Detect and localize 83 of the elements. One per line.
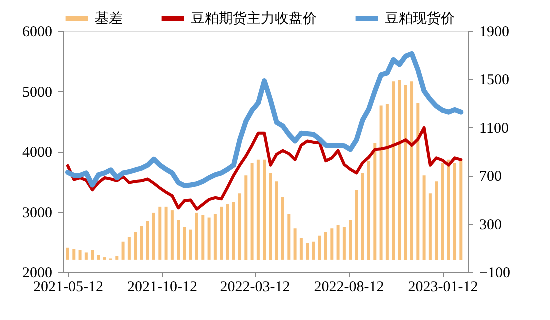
bar — [84, 252, 88, 260]
bar — [435, 182, 438, 260]
y2-tick-label: −100 — [480, 266, 510, 282]
bar — [72, 249, 76, 260]
bar — [368, 161, 371, 260]
bar — [422, 176, 426, 260]
bar — [300, 238, 303, 260]
bar — [238, 194, 242, 260]
bar — [380, 106, 383, 260]
bar — [282, 197, 285, 260]
bar — [97, 255, 100, 260]
y-tick-label: 3000 — [22, 205, 52, 222]
bar — [306, 243, 310, 260]
bar — [152, 212, 156, 260]
bar — [183, 227, 186, 260]
bar — [140, 226, 144, 260]
bar — [116, 256, 119, 260]
bar — [404, 85, 408, 260]
bar — [232, 202, 236, 260]
bar — [441, 164, 444, 260]
bar — [312, 242, 316, 260]
bar — [416, 103, 420, 260]
bar — [428, 194, 432, 260]
y2-tick-label: 300 — [480, 217, 502, 234]
y-tick-label: 5000 — [22, 84, 52, 101]
x-tick-label: 2023-01-12 — [408, 280, 478, 296]
x-tick-label: 2021-05-12 — [34, 280, 104, 296]
bar — [263, 160, 266, 260]
bar — [122, 242, 125, 260]
bar — [244, 176, 248, 260]
bar — [189, 230, 192, 260]
bar — [361, 173, 364, 260]
bar — [177, 220, 180, 260]
y2-tick-label: 1100 — [480, 120, 509, 137]
bar — [288, 214, 291, 260]
bar — [447, 160, 450, 260]
bar — [294, 228, 297, 260]
bar — [454, 164, 457, 260]
x-tick-label: 2022-03-12 — [220, 280, 290, 296]
bar — [392, 82, 396, 260]
bar — [170, 210, 174, 260]
bar — [269, 173, 272, 260]
bar — [158, 206, 162, 260]
bar — [342, 227, 346, 260]
x-tick-label: 2021-10-12 — [127, 280, 198, 296]
y2-tick-label: 700 — [480, 169, 502, 186]
bar — [146, 221, 150, 260]
bar — [202, 215, 205, 260]
bar — [336, 225, 340, 260]
bar — [386, 104, 389, 260]
bar — [226, 204, 230, 260]
bar — [208, 218, 211, 260]
bar — [214, 214, 217, 260]
line-series — [66, 126, 463, 211]
y-tick-label: 4000 — [22, 145, 52, 161]
y2-tick-label: 1900 — [480, 24, 510, 40]
bar — [196, 212, 199, 260]
bar — [398, 80, 402, 260]
bar — [349, 220, 352, 260]
bar — [128, 237, 131, 260]
legend-label: 豆粕期货主力收盘价 — [191, 11, 317, 27]
bar — [460, 160, 463, 260]
bar — [134, 232, 138, 260]
bar — [220, 206, 224, 260]
bar — [330, 228, 334, 260]
bar — [318, 236, 322, 260]
bar — [91, 250, 94, 260]
bar — [78, 250, 82, 260]
x-tick-label: 2022-08-12 — [314, 280, 384, 296]
bar — [256, 160, 260, 260]
bar — [355, 190, 358, 260]
bar — [374, 143, 377, 260]
bar — [66, 248, 70, 260]
bar — [164, 206, 168, 260]
bar — [410, 82, 414, 260]
y2-tick-label: 1500 — [480, 72, 510, 89]
bar — [250, 164, 254, 260]
legend-label: 基差 — [95, 11, 123, 27]
bar — [324, 232, 328, 260]
y-tick-label: 6000 — [22, 24, 52, 40]
y-tick-label: 2000 — [22, 266, 52, 282]
bar — [275, 182, 278, 260]
legend-label: 豆粕现货价 — [385, 11, 455, 27]
